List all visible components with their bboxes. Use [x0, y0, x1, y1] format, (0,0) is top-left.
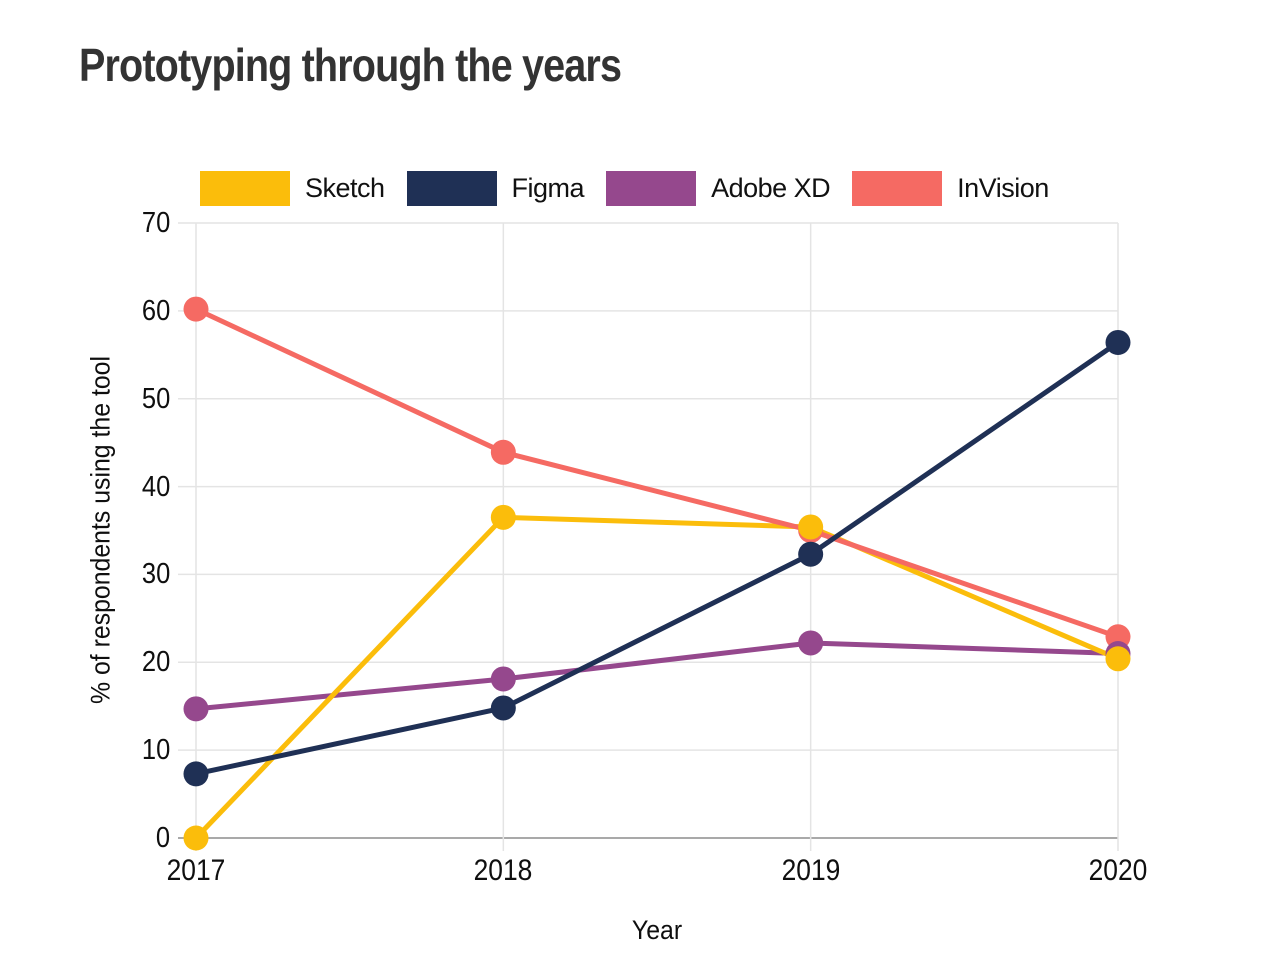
x-tick-label-2018: 2018	[473, 854, 533, 887]
marker-sketch-2017	[183, 825, 209, 851]
legend-item-sketch: Sketch	[200, 171, 385, 206]
marker-adobe-xd-2019	[798, 630, 824, 656]
legend-swatch-invision	[852, 171, 943, 206]
legend-item-figma: Figma	[406, 171, 585, 206]
x-tick-label-2020: 2020	[1088, 854, 1148, 887]
y-tick-label-50: 50	[141, 382, 170, 415]
x-tick-label-2019: 2019	[781, 854, 841, 887]
legend-label-figma: Figma	[511, 173, 585, 203]
series-line-sketch	[193, 514, 1121, 841]
marker-figma-2018	[490, 695, 516, 721]
legend-label-adobe-xd: Adobe XD	[711, 173, 831, 203]
y-axis-label: % of respondents using the tool	[85, 355, 116, 705]
marker-adobe-xd-2018	[490, 666, 516, 692]
y-tick-label-20: 20	[141, 646, 170, 679]
marker-figma-2019	[798, 541, 824, 567]
legend-swatch-sketch	[200, 171, 290, 206]
marker-figma-2017	[183, 761, 209, 787]
legend-label-sketch: Sketch	[305, 173, 385, 203]
legend-label-invision: InVision	[957, 173, 1049, 203]
y-tick-label-70: 70	[141, 207, 170, 239]
legend-swatch-figma	[406, 171, 497, 206]
legend-swatch-adobe-xd	[606, 171, 697, 206]
legend-item-invision: InVision	[852, 171, 1049, 206]
y-tick-label-0: 0	[155, 822, 170, 854]
legend: Sketch Figma Adobe XD InVision	[200, 171, 1049, 206]
chart-title: Prototyping through the years	[79, 39, 622, 91]
marker-sketch-2018	[490, 504, 516, 530]
series-line-invision	[193, 306, 1121, 640]
y-tick-label-40: 40	[141, 470, 170, 503]
x-tick-label-2017: 2017	[166, 854, 226, 887]
marker-invision-2017	[183, 296, 209, 322]
y-tick-label-60: 60	[141, 294, 170, 327]
marker-invision-2018	[490, 439, 516, 465]
x-axis-label: Year	[631, 915, 683, 945]
y-tick-label-30: 30	[141, 558, 170, 591]
series-line-adobe-xd	[193, 640, 1121, 712]
legend-item-adobe-xd: Adobe XD	[606, 171, 831, 206]
y-tick-label-10: 10	[141, 734, 170, 767]
marker-figma-2020	[1105, 329, 1131, 355]
series-line-figma	[193, 339, 1121, 777]
marker-sketch-2020	[1105, 646, 1131, 672]
marker-sketch-2019	[798, 514, 824, 540]
marker-adobe-xd-2017	[183, 696, 209, 722]
